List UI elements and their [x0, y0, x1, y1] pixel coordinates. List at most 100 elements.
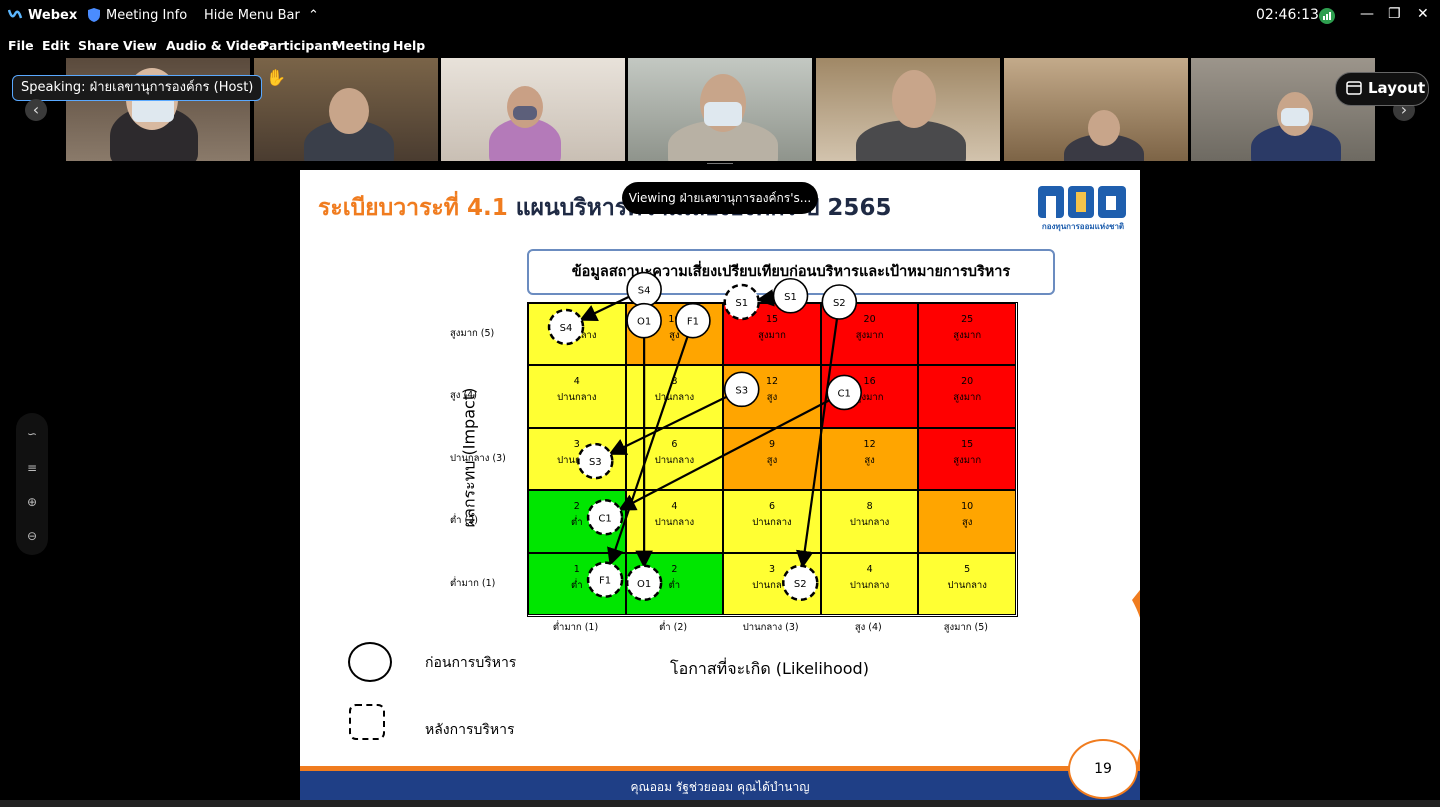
footer-slogan: คุณออม รัฐช่วยออม คุณได้บำนาญ	[630, 780, 810, 794]
bottom-edge	[0, 800, 1440, 807]
menu-participant[interactable]: Participant	[260, 38, 338, 53]
matrix-cell-level: ปานกลาง	[849, 579, 890, 591]
menu-edit[interactable]: Edit	[42, 38, 70, 53]
restore-icon[interactable]: ❐	[1388, 6, 1401, 22]
app-name: Webex	[28, 8, 78, 23]
risk-marker-after	[547, 308, 585, 346]
video-strip: ✋	[0, 58, 1440, 162]
face-mask	[513, 106, 537, 120]
likelihood-tick-label: สูงมาก (5)	[943, 622, 989, 633]
video-tile-1[interactable]	[66, 58, 250, 161]
remote-control-icon[interactable]: ≡	[26, 461, 38, 475]
video-tile-4[interactable]	[628, 58, 812, 161]
matrix-cell-score: 20	[863, 314, 876, 325]
matrix-cell: 5 ปานกลาง	[918, 552, 1016, 615]
matrix-cell: 8 ปานกลาง	[820, 490, 919, 553]
strip-prev-button[interactable]: ‹	[25, 99, 47, 121]
menu-share[interactable]: Share	[78, 38, 119, 53]
risk-marker-before	[821, 284, 858, 320]
chevron-up-icon: ⌃	[307, 8, 319, 23]
menu-bar: File Edit Share View Audio & Video Parti…	[0, 34, 1440, 58]
zoom-in-icon[interactable]: ⊕	[26, 495, 38, 509]
menu-file[interactable]: File	[8, 38, 34, 53]
matrix-cell: 15 สูงมาก	[918, 427, 1016, 491]
matrix-cell: 4 ปานกลาง	[820, 552, 919, 615]
likelihood-axis-title: โอกาสที่จะเกิด (Likelihood)	[670, 659, 869, 678]
zoom-out-icon[interactable]: ⊖	[26, 529, 38, 543]
slide-title-agenda: ระเบียบวาระที่ 4.1	[318, 195, 508, 221]
matrix-cell-level: ปานกลาง	[557, 454, 597, 466]
video-tile-5[interactable]	[816, 58, 1000, 161]
layout-label: Layout	[1368, 79, 1426, 97]
video-tile-3[interactable]	[441, 58, 625, 161]
risk-arrow	[618, 399, 830, 511]
likelihood-tick-label: ต่ำ (2)	[659, 622, 688, 633]
risk-marker-label: S3	[735, 385, 748, 396]
video-tile-6[interactable]	[1004, 58, 1188, 161]
matrix-cell-score: 10	[961, 501, 974, 513]
legend-after-label: หลังการบริหาร	[425, 722, 515, 738]
matrix-cell-level: สูง	[766, 454, 778, 466]
matrix-cell-score: 15	[961, 438, 974, 450]
risk-marker-after	[723, 283, 760, 321]
minimize-icon[interactable]: —	[1360, 6, 1374, 22]
risk-marker-label: S1	[735, 298, 748, 309]
matrix-cell-level: สูงมาก	[953, 454, 982, 466]
matrix-cell: 25 สูงมาก	[918, 303, 1016, 366]
legend-before-icon	[348, 642, 392, 682]
risk-marker-label: C1	[598, 513, 611, 524]
risk-marker-label: C1	[838, 388, 851, 399]
matrix-cell-score: 12	[863, 438, 876, 450]
meeting-clock: 02:46:13	[1256, 7, 1319, 23]
participant-head	[329, 88, 369, 134]
video-tile-2[interactable]: ✋	[254, 58, 438, 161]
risk-marker-label: S1	[784, 292, 797, 303]
matrix-cell-level: สูง	[766, 392, 778, 404]
matrix-cell-level: สูง	[961, 517, 973, 529]
matrix-cell-level: ปานกลาง	[654, 517, 695, 529]
impact-tick-label: สูงมาก (5)	[450, 328, 495, 339]
matrix-cell-level: ปานกลาง	[654, 392, 695, 404]
layout-button[interactable]: Layout	[1335, 72, 1429, 106]
risk-marker-label: F1	[599, 576, 611, 587]
raised-hand-icon: ✋	[266, 68, 286, 87]
meeting-info-button[interactable]: Meeting Info	[106, 8, 188, 23]
matrix-cell-level: ต่ำ	[668, 579, 681, 591]
menu-meeting[interactable]: Meeting	[333, 38, 391, 53]
footer-bar	[300, 771, 1140, 800]
matrix-cell-score: 2	[671, 563, 678, 575]
matrix-cell: 4 ปานกลาง	[528, 365, 626, 428]
risk-marker-after	[586, 499, 624, 536]
nsf-logo-mark	[1038, 186, 1126, 218]
menu-view[interactable]: View	[123, 38, 157, 53]
menu-help[interactable]: Help	[393, 38, 426, 53]
annotate-icon[interactable]: ∽	[26, 427, 38, 441]
matrix-cell-level: ต่ำ	[571, 579, 583, 591]
impact-tick-label: ปานกลาง (3)	[450, 452, 506, 464]
matrix-cell-score: 4	[671, 501, 678, 513]
presentation-slide: ระเบียบวาระที่ 4.1 แผนบริหารความเสี่ยงอง…	[300, 170, 1140, 800]
matrix-cell-score: 8	[866, 501, 873, 513]
menu-audio-video[interactable]: Audio & Video	[166, 38, 266, 53]
nsf-logo: กองทุนการออมแห่งชาติ	[1038, 184, 1128, 234]
risk-marker-label: S4	[638, 286, 651, 297]
matrix-cell-level: สูงมาก	[855, 392, 884, 404]
risk-marker-label: S4	[560, 323, 573, 334]
risk-marker-label: O1	[637, 579, 651, 590]
matrix-cell: 20 สูงมาก	[918, 365, 1016, 428]
close-icon[interactable]: ✕	[1417, 6, 1429, 22]
risk-movement-overlay: S4 S4 O1 O1 F1 F1 S1 S1 S2 S2 S3 S3 C1 C1	[547, 271, 863, 602]
matrix-cell-score: 15	[765, 314, 779, 325]
matrix-cell-score: 12	[765, 376, 779, 388]
impact-tick-label: สูง (4)	[450, 390, 477, 402]
hide-menu-bar-button[interactable]: Hide Menu Bar ⌃	[204, 8, 319, 23]
matrix-cell-level: ปานกลาง	[752, 579, 792, 591]
likelihood-tick-label: ต่ำมาก (1)	[552, 622, 599, 633]
risk-marker-after	[586, 561, 624, 598]
matrix-cell-score: 3	[573, 438, 580, 450]
impact-tick-label: ต่ำมาก (1)	[450, 577, 496, 589]
face-mask	[704, 102, 742, 126]
likelihood-tick-label: ปานกลาง (3)	[742, 622, 799, 633]
legend-after-icon	[349, 704, 385, 740]
matrix-cell-level: ปานกลาง	[654, 454, 695, 466]
